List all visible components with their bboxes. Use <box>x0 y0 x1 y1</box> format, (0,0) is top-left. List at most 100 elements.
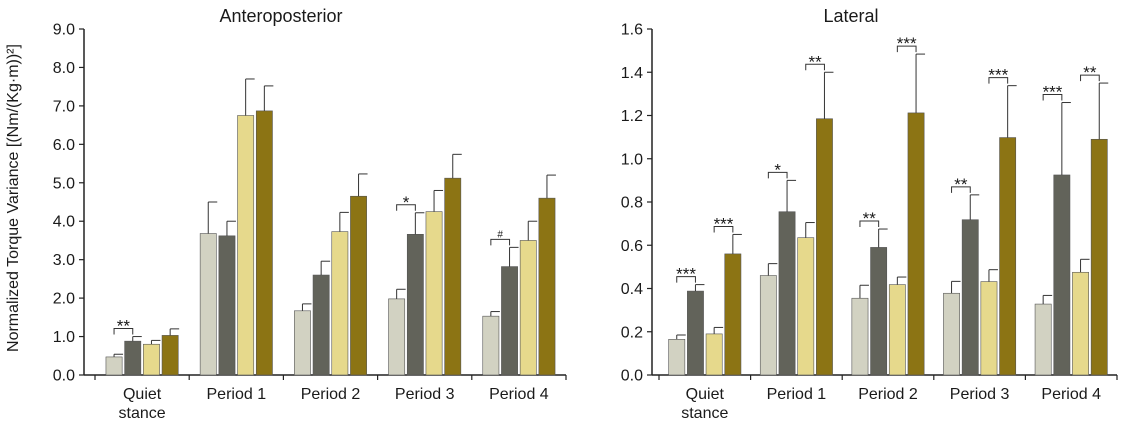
bar <box>961 219 979 376</box>
bar <box>406 233 424 376</box>
significance-bracket <box>490 238 511 246</box>
bar <box>816 118 833 376</box>
bar <box>888 284 906 376</box>
panel-title: Anteroposterior <box>219 6 342 26</box>
bar <box>724 253 742 376</box>
significance-bracket <box>951 186 971 193</box>
y-tick-label: 1.2 <box>621 108 643 125</box>
significance-label: *** <box>714 214 734 233</box>
bar <box>519 240 537 376</box>
significance-bracket <box>805 63 825 71</box>
bar <box>312 274 330 376</box>
significance-label: *** <box>897 34 917 53</box>
bar <box>907 112 925 376</box>
bar <box>1090 138 1108 376</box>
significance-bracket <box>767 171 788 179</box>
x-tick-label: Period 4 <box>1041 386 1101 403</box>
y-tick-label: 0.0 <box>621 368 643 385</box>
bar <box>425 211 443 376</box>
x-tick-label: Period 1 <box>207 386 267 403</box>
x-tick-label: Period 4 <box>489 386 549 403</box>
significance-bracket <box>396 204 416 211</box>
y-tick-label: 1.0 <box>53 329 75 346</box>
bar <box>218 235 236 376</box>
bar <box>199 233 217 376</box>
x-tick-label: Period 3 <box>950 386 1010 403</box>
x-tick-label: Period 3 <box>395 386 455 403</box>
y-tick-label: 1.0 <box>621 151 643 168</box>
y-tick-label: 8.0 <box>53 60 75 77</box>
significance-bracket <box>676 276 696 283</box>
bar <box>980 281 998 376</box>
x-tick-label: stance <box>681 405 728 422</box>
significance-bracket <box>1042 94 1063 101</box>
bar <box>538 197 556 376</box>
y-tick-label: 2.0 <box>53 291 75 308</box>
bar <box>124 340 142 376</box>
x-tick-label: Period 2 <box>301 386 361 403</box>
x-tick-label: Quiet <box>686 386 725 403</box>
significance-label: *** <box>1043 83 1063 102</box>
bar <box>331 231 349 376</box>
y-tick-label: 0.0 <box>53 368 75 385</box>
significance-bracket <box>113 328 134 335</box>
significance-label: ** <box>808 52 822 71</box>
bar <box>778 211 796 376</box>
bar <box>705 333 723 376</box>
bar <box>482 315 500 376</box>
bar <box>255 110 273 376</box>
bar <box>1034 303 1052 376</box>
x-tick-label: Period 1 <box>767 386 827 403</box>
significance-bracket <box>896 45 917 53</box>
y-tick-label: 4.0 <box>53 214 75 231</box>
significance-label: ** <box>954 175 968 194</box>
panel-title: Lateral <box>823 6 878 26</box>
y-tick-label: 0.6 <box>621 238 643 255</box>
significance-label: ** <box>1083 63 1097 82</box>
significance-label: ** <box>117 317 131 336</box>
bar <box>797 237 815 376</box>
y-tick-label: 9.0 <box>53 22 75 39</box>
panel-lateral: Lateral 0.0 0.2 0.4 0.6 0.8 1.0 1.2 1.4 1.6 Quiet… <box>621 6 1118 422</box>
x-tick-label: Quiet <box>123 386 162 403</box>
x-tick-label: stance <box>119 405 166 422</box>
y-tick-label: 0.4 <box>621 281 643 298</box>
significance-label: *** <box>988 66 1008 85</box>
y-tick-label: 1.6 <box>621 22 643 39</box>
bar <box>1053 174 1071 376</box>
bar <box>388 298 406 376</box>
bar <box>668 339 686 376</box>
bar <box>759 275 777 376</box>
y-tick-label: 0.8 <box>621 195 643 212</box>
bar <box>237 115 255 376</box>
bar <box>999 137 1017 376</box>
bar <box>350 195 367 376</box>
bar <box>943 292 960 376</box>
bar <box>687 290 704 376</box>
bar <box>143 343 160 376</box>
bar <box>870 247 888 376</box>
bar <box>501 266 518 376</box>
y-tick-label: 3.0 <box>53 252 75 269</box>
significance-label: # <box>497 229 503 240</box>
y-axis-label: Normalized Torque Variance [(Nm/(Kg·m))²… <box>5 44 22 352</box>
y-tick-label: 1.4 <box>621 65 643 82</box>
bar <box>294 310 311 376</box>
significance-label: *** <box>676 265 696 284</box>
significance-label: ** <box>863 209 877 228</box>
bar <box>161 335 179 376</box>
bar <box>444 177 462 376</box>
significance-bracket <box>713 225 734 233</box>
y-tick-label: 5.0 <box>53 175 75 192</box>
y-tick-label: 7.0 <box>53 98 75 115</box>
x-tick-label: Period 2 <box>858 386 918 403</box>
significance-bracket <box>1080 74 1100 82</box>
bar <box>1072 271 1089 376</box>
significance-bracket <box>859 220 880 228</box>
bar <box>851 297 869 376</box>
significance-bracket <box>988 77 1009 84</box>
significance-label: * <box>403 193 410 212</box>
panel-anteroposterior: Anteroposterior 0.0 1.0 2.0 3.0 4.0 5.0 6.0 7.0… <box>53 6 567 422</box>
